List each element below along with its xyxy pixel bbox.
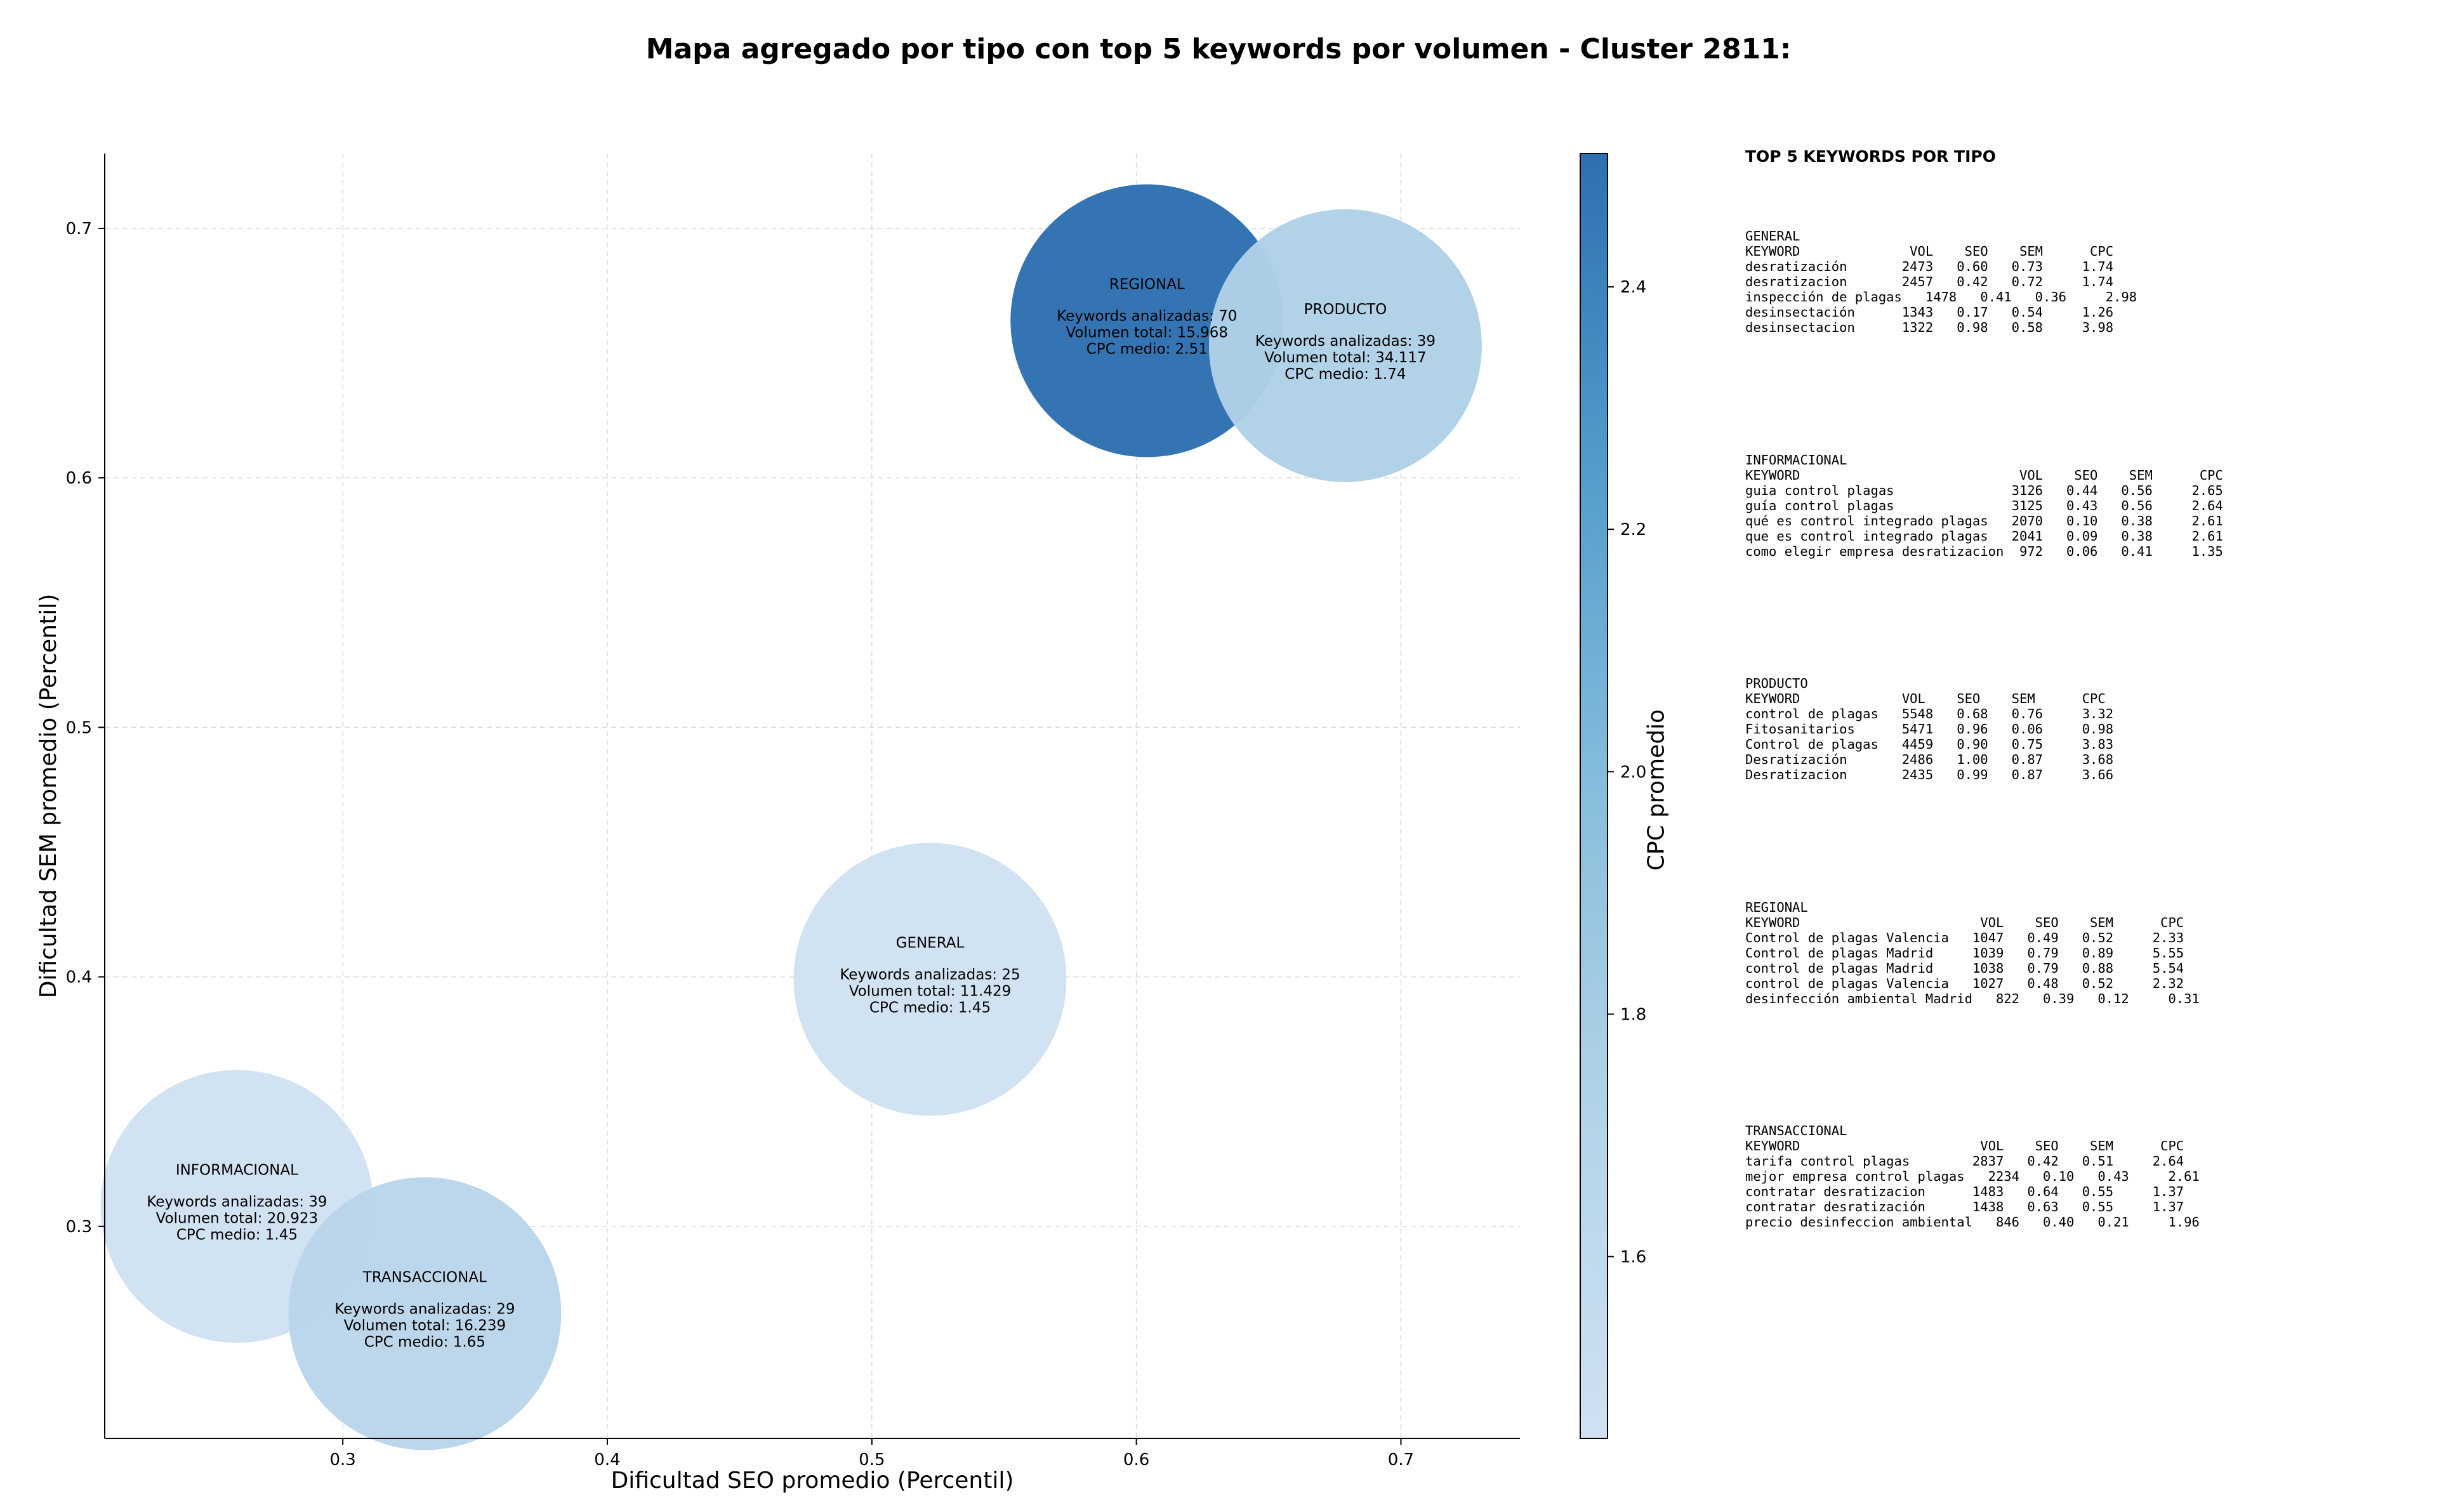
chart-title: Mapa agregado por tipo con top 5 keyword…: [645, 33, 1792, 65]
colorbar-tick-label: 2.0: [1620, 763, 1646, 782]
bubble-stat-transaccional: CPC medio: 1.65: [364, 1334, 485, 1350]
keyword-table-transaccional: TRANSACCIONAL KEYWORD VOL SEO SEM CPC ta…: [1745, 1123, 2200, 1230]
bubble-label-producto: PRODUCTO: [1304, 301, 1387, 318]
colorbar-tick-label: 2.4: [1620, 278, 1646, 297]
bubble-stat-informacional: Volumen total: 20.923: [156, 1210, 319, 1226]
bubble-stat-informacional: Keywords analizadas: 39: [147, 1193, 327, 1210]
x-axis-label: Dificultad SEO promedio (Percentil): [611, 1468, 1014, 1494]
colorbar-tick-label: 1.8: [1620, 1005, 1646, 1024]
x-tick-label: 0.6: [1123, 1450, 1149, 1469]
top-keywords-panel: TOP 5 KEYWORDS POR TIPO GENERAL KEYWORD …: [1745, 147, 2412, 1230]
y-tick-label: 0.4: [66, 968, 92, 987]
bubble-producto: [1208, 209, 1482, 482]
bubble-stat-transaccional: Volumen total: 16.239: [344, 1317, 506, 1334]
x-tick-label: 0.5: [859, 1450, 885, 1469]
colorbar-label: CPC promedio: [1643, 709, 1670, 871]
bubble-general: [793, 843, 1067, 1116]
bubble-stat-general: Volumen total: 11.429: [849, 983, 1012, 1000]
x-tick-label: 0.7: [1388, 1450, 1414, 1469]
bubble-stat-producto: CPC medio: 1.74: [1285, 366, 1406, 383]
bubble-stat-general: CPC medio: 1.45: [869, 1000, 991, 1016]
bubble-stat-informacional: CPC medio: 1.45: [176, 1226, 298, 1243]
bubble-label-regional: REGIONAL: [1109, 276, 1185, 293]
y-tick-label: 0.7: [66, 220, 92, 239]
x-tick-label: 0.4: [594, 1450, 620, 1469]
bubble-regional: [1010, 184, 1284, 457]
bubble-transaccional: [288, 1177, 562, 1450]
bubble-stat-regional: Keywords analizadas: 70: [1057, 308, 1237, 324]
colorbar-tick-label: 1.6: [1620, 1247, 1646, 1266]
keyword-table-informacional: INFORMACIONAL KEYWORD VOL SEO SEM CPC gu…: [1745, 452, 2223, 559]
y-tick-label: 0.6: [66, 469, 92, 488]
bubble-stat-producto: Volumen total: 34.117: [1264, 350, 1427, 366]
keyword-table-producto: PRODUCTO KEYWORD VOL SEO SEM CPC control…: [1745, 676, 2114, 782]
x-tick-label: 0.3: [329, 1450, 355, 1469]
bubble-stat-transaccional: Keywords analizadas: 29: [334, 1301, 515, 1317]
colorbar-gradient: [1580, 153, 1608, 1439]
y-tick-label: 0.5: [66, 718, 92, 737]
y-tick-label: 0.3: [66, 1218, 92, 1237]
bubble-stat-producto: Keywords analizadas: 39: [1255, 333, 1436, 350]
bubble-label-transaccional: TRANSACCIONAL: [362, 1269, 487, 1285]
bubble-label-informacional: INFORMACIONAL: [176, 1162, 298, 1178]
bubble-stat-regional: Volumen total: 15.968: [1066, 324, 1228, 341]
y-axis-label: Dificultad SEM promedio (Percentil): [36, 594, 62, 999]
bubble-stat-general: Keywords analizadas: 25: [840, 967, 1020, 983]
keyword-table-regional: REGIONAL KEYWORD VOL SEO SEM CPC Control…: [1745, 900, 2200, 1006]
colorbar-tick-label: 2.2: [1620, 520, 1646, 539]
bubble-label-general: GENERAL: [896, 935, 965, 952]
bubble-stat-regional: CPC medio: 2.51: [1086, 341, 1208, 357]
top-keywords-title: TOP 5 KEYWORDS POR TIPO: [1745, 147, 1996, 166]
keyword-table-general: GENERAL KEYWORD VOL SEO SEM CPC desratiz…: [1745, 228, 2137, 335]
